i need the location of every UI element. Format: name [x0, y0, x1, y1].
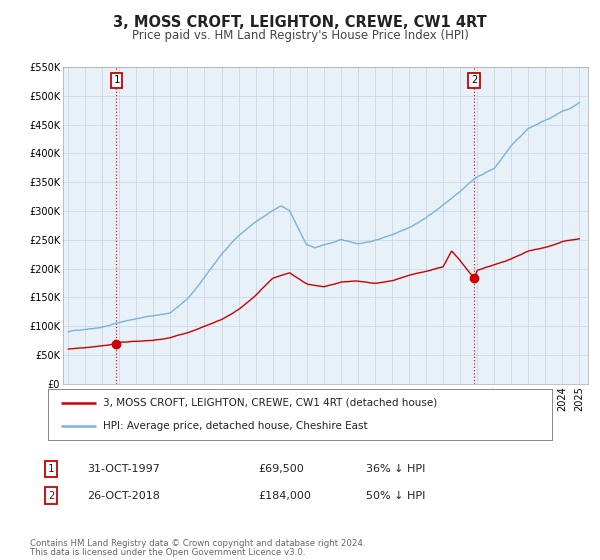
Text: 3, MOSS CROFT, LEIGHTON, CREWE, CW1 4RT: 3, MOSS CROFT, LEIGHTON, CREWE, CW1 4RT: [113, 15, 487, 30]
Text: 1: 1: [48, 464, 54, 474]
Text: HPI: Average price, detached house, Cheshire East: HPI: Average price, detached house, Ches…: [103, 421, 368, 431]
Text: 50% ↓ HPI: 50% ↓ HPI: [366, 491, 425, 501]
Text: 2: 2: [48, 491, 54, 501]
Text: 26-OCT-2018: 26-OCT-2018: [87, 491, 160, 501]
Text: £184,000: £184,000: [258, 491, 311, 501]
Text: £69,500: £69,500: [258, 464, 304, 474]
Text: 36% ↓ HPI: 36% ↓ HPI: [366, 464, 425, 474]
Text: 2: 2: [471, 76, 477, 86]
Text: 3, MOSS CROFT, LEIGHTON, CREWE, CW1 4RT (detached house): 3, MOSS CROFT, LEIGHTON, CREWE, CW1 4RT …: [103, 398, 437, 408]
Text: This data is licensed under the Open Government Licence v3.0.: This data is licensed under the Open Gov…: [30, 548, 305, 557]
Text: 1: 1: [113, 76, 119, 86]
Text: Contains HM Land Registry data © Crown copyright and database right 2024.: Contains HM Land Registry data © Crown c…: [30, 539, 365, 548]
Text: 31-OCT-1997: 31-OCT-1997: [87, 464, 160, 474]
Text: Price paid vs. HM Land Registry's House Price Index (HPI): Price paid vs. HM Land Registry's House …: [131, 29, 469, 42]
